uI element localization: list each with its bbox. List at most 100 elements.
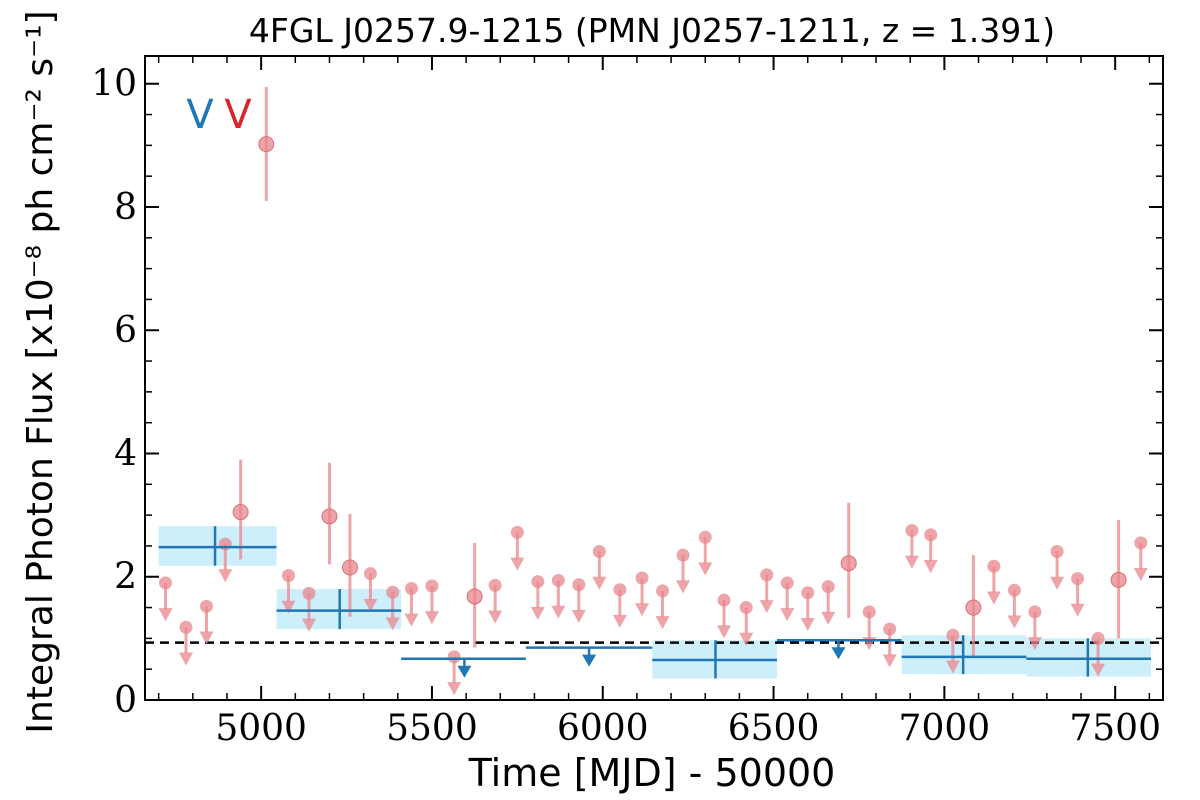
red-data-point — [321, 508, 338, 525]
red-data-point — [1110, 571, 1127, 588]
red-upper-limit-point — [281, 569, 295, 583]
red-upper-limit-27 — [821, 580, 836, 625]
red-upper-limit-point — [1134, 536, 1148, 550]
blue-upper-limit-arrow — [582, 654, 597, 667]
red-upper-limit-point — [1028, 605, 1042, 619]
red-data-point — [466, 588, 483, 605]
red-upper-limit-point — [425, 579, 439, 593]
y-tick-label: 10 — [91, 64, 137, 105]
red-point-2 — [321, 462, 338, 565]
red-point-7 — [1110, 520, 1127, 639]
red-upper-limit-point — [883, 622, 897, 636]
x-axis-label: Time [MJD] - 50000 — [468, 751, 836, 795]
red-point-3 — [341, 513, 358, 617]
red-upper-limit-point — [218, 537, 232, 551]
red-upper-limit-arrow — [1027, 637, 1042, 651]
red-upper-limit-21 — [698, 530, 713, 576]
red-upper-limit-point — [158, 576, 172, 590]
red-upper-limit-point — [447, 650, 461, 664]
red-upper-limit-point — [698, 530, 712, 544]
blue-upper-limit-1 — [525, 646, 653, 667]
legend-entry-1: V — [224, 92, 252, 138]
red-upper-limit-36 — [1050, 544, 1065, 590]
red-data-point — [232, 504, 249, 521]
red-upper-limit-point — [676, 548, 690, 562]
red-upper-limit-arrow — [218, 569, 233, 583]
red-upper-limit-33 — [986, 559, 1001, 605]
red-upper-limit-19 — [655, 584, 670, 630]
red-upper-limit-8 — [404, 581, 419, 627]
red-upper-limit-11 — [488, 578, 503, 624]
red-upper-limit-15 — [571, 578, 586, 623]
red-upper-limit-arrow — [717, 625, 732, 639]
red-point-5 — [840, 502, 857, 619]
red-upper-limit-17 — [612, 583, 627, 628]
red-upper-limit-point — [656, 584, 670, 598]
red-data-point — [341, 559, 358, 576]
red-upper-limit-arrow — [698, 562, 713, 576]
red-upper-limit-point — [199, 599, 213, 613]
red-upper-limit-arrow — [385, 617, 400, 631]
plot-area — [145, 86, 1163, 696]
red-upper-limit-arrow — [655, 616, 670, 630]
red-upper-limit-arrow — [510, 557, 525, 571]
legend-entry-0: V — [186, 92, 214, 138]
red-upper-limit-point — [821, 580, 835, 594]
red-upper-limit-arrow — [986, 591, 1001, 605]
x-tick-label: 5500 — [386, 708, 478, 749]
chart-title: 4FGL J0257.9-1215 (PMN J0257-1211, z = 1… — [249, 11, 1055, 50]
red-point-4 — [466, 542, 483, 648]
y-axis-label: Integral Photon Flux [x10⁻⁸ ph cm⁻² s⁻¹] — [20, 10, 61, 733]
y-tick-label: 2 — [114, 557, 137, 598]
red-upper-limit-arrow — [882, 654, 897, 668]
red-upper-limit-arrow — [571, 609, 586, 623]
red-upper-limit-point — [1071, 572, 1085, 586]
red-upper-limit-arrow — [759, 600, 774, 614]
x-tick-label: 7500 — [1069, 708, 1161, 749]
red-upper-limit-20 — [676, 548, 691, 594]
red-upper-limit-34 — [1007, 583, 1022, 629]
red-upper-limit-arrow — [281, 600, 296, 614]
red-upper-limit-22 — [717, 593, 732, 639]
red-upper-limit-point — [1091, 631, 1105, 645]
red-data-point — [965, 599, 982, 616]
blue-upper-limit-arrow — [831, 647, 846, 660]
red-upper-limit-18 — [635, 571, 650, 617]
red-point-0 — [232, 459, 249, 560]
red-upper-limit-arrow — [1133, 568, 1148, 582]
red-upper-limit-arrow — [635, 603, 650, 617]
red-upper-limit-39 — [1133, 536, 1148, 582]
red-point-1 — [258, 86, 275, 201]
red-point-6 — [965, 555, 982, 657]
blue-upper-limit-2 — [776, 638, 902, 660]
red-upper-limit-point — [179, 620, 193, 634]
red-upper-limit-28 — [862, 605, 877, 651]
red-upper-limit-arrow — [904, 555, 919, 569]
red-upper-limit-arrow — [923, 560, 938, 574]
red-upper-limit-point — [760, 568, 774, 582]
red-upper-limit-point — [572, 578, 586, 592]
red-upper-limit-arrow — [301, 618, 316, 632]
red-upper-limit-point — [531, 575, 545, 589]
red-upper-limit-12 — [510, 525, 525, 571]
red-upper-limit-point — [946, 628, 960, 642]
red-upper-limit-arrow — [1007, 615, 1022, 629]
red-upper-limit-point — [924, 528, 938, 542]
red-upper-limit-32 — [945, 628, 960, 674]
blue-point-0 — [158, 526, 277, 566]
red-upper-limit-37 — [1070, 572, 1085, 617]
red-upper-limit-arrow — [1050, 576, 1065, 590]
red-upper-limit-arrow — [1070, 603, 1085, 617]
red-upper-limit-arrow — [780, 608, 795, 622]
red-upper-limit-31 — [923, 528, 938, 574]
red-upper-limit-point — [1007, 583, 1021, 597]
red-upper-limit-1 — [178, 620, 193, 666]
x-tick-label: 6000 — [557, 708, 649, 749]
axes: 5000 5500 6000 6500 7000 7500 0 2 4 6 8 10 — [91, 55, 1164, 749]
blue-point-2 — [652, 640, 777, 679]
red-upper-limit-point — [780, 576, 794, 590]
red-upper-limit-point — [905, 524, 919, 538]
red-upper-limit-arrow — [199, 631, 214, 645]
